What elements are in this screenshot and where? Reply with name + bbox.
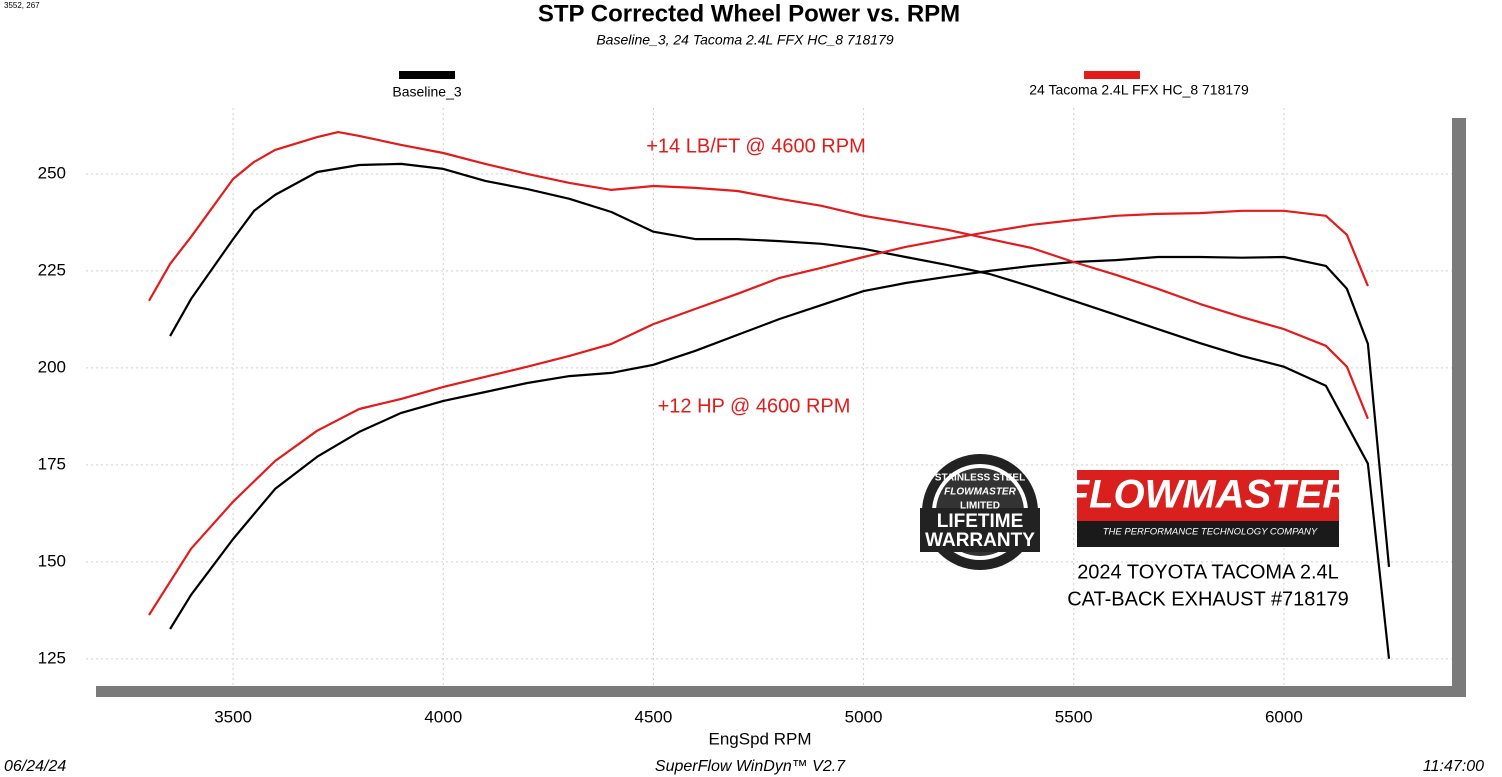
footer-software: SuperFlow WinDyn™ V2.7 (655, 758, 846, 775)
x-tick-label: 4000 (424, 707, 462, 726)
badge-limited: LIMITED (960, 501, 1000, 512)
brand-name: FLOWMASTER (1065, 473, 1352, 517)
annotation: +12 HP @ 4600 RPM (658, 395, 851, 417)
y-tick-label: 200 (38, 357, 66, 376)
corner-note: 3552, 267 (4, 1, 40, 10)
warranty-badge: STAINLESS STEEL FLOWMASTER LIMITED LIFET… (920, 454, 1040, 570)
legend-swatch (399, 71, 455, 79)
x-tick-label: 5000 (845, 707, 883, 726)
footer-date: 06/24/24 (4, 758, 66, 775)
x-tick-label: 5500 (1055, 707, 1093, 726)
badge-line: WARRANTY (925, 530, 1035, 551)
x-tick-label: 3500 (214, 707, 252, 726)
y-tick-label: 175 (38, 454, 66, 473)
plot-area (86, 108, 1452, 686)
data-line (169, 255, 1391, 630)
y-tick-label: 125 (38, 648, 66, 667)
brand-tagline: THE PERFORMANCE TECHNOLOGY COMPANY (1103, 527, 1318, 538)
x-axis-label: EngSpd RPM (709, 729, 812, 748)
annotation: +14 LB/FT @ 4600 RPM (646, 135, 865, 157)
badge-line: LIFETIME (937, 511, 1024, 532)
legend-label: Baseline_3 (392, 84, 461, 100)
y-tick-label: 150 (38, 551, 66, 570)
data-line (148, 209, 1369, 616)
y-tick-label: 225 (38, 260, 66, 279)
badge-ring: STAINLESS STEEL (935, 473, 1025, 484)
legend-label: 24 Tacoma 2.4L FFX HC_8 718179 (1029, 82, 1249, 98)
data-line (148, 131, 1369, 420)
brand-logo: FLOWMASTER THE PERFORMANCE TECHNOLOGY CO… (1065, 470, 1352, 547)
footer-time: 11:47:00 (1423, 758, 1484, 775)
x-tick-label: 6000 (1265, 707, 1303, 726)
x-tick-label: 4500 (635, 707, 673, 726)
chart-title: STP Corrected Wheel Power vs. RPM (538, 0, 960, 27)
badge-brand: FLOWMASTER (944, 487, 1016, 498)
chart-subtitle: Baseline_3, 24 Tacoma 2.4L FFX HC_8 7181… (596, 32, 894, 48)
vehicle-line: CAT-BACK EXHAUST #718179 (1067, 588, 1349, 610)
vehicle-line: 2024 TOYOTA TACOMA 2.4L (1077, 561, 1339, 583)
y-tick-label: 250 (38, 163, 66, 182)
legend-swatch (1084, 71, 1140, 79)
data-line (169, 162, 1391, 659)
